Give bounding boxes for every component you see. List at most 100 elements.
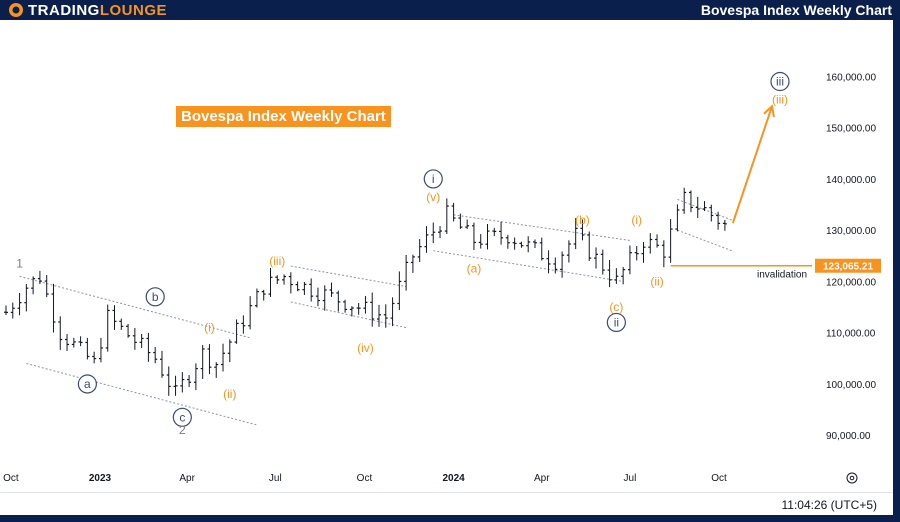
- wave-circle: [77, 374, 97, 394]
- candle: [444, 198, 449, 235]
- candle: [560, 251, 565, 278]
- axis-settings-icon[interactable]: [846, 472, 858, 484]
- header-title: Bovespa Index Weekly Chart: [700, 2, 892, 18]
- y-tick-label: 130,000.00: [826, 226, 876, 237]
- price-chart[interactable]: invalidation 123,065.21 1 b a c2 (i) (ii) (iii)…: [0, 20, 893, 492]
- wave-label: (i): [631, 213, 642, 227]
- settings-icon: [846, 472, 858, 484]
- candle: [709, 204, 714, 222]
- candle: [343, 299, 348, 313]
- wave-label-circle: ii: [606, 312, 626, 333]
- candle: [532, 239, 537, 249]
- candle: [471, 222, 476, 251]
- wave-label: ii: [614, 315, 619, 329]
- candle: [227, 339, 232, 363]
- candle: [512, 237, 517, 250]
- wave-label: (ii): [223, 387, 236, 401]
- candle: [519, 241, 524, 248]
- tradinglounge-logo: TRADINGLOUNGE: [8, 1, 167, 19]
- candle: [248, 296, 253, 330]
- candle: [315, 287, 320, 307]
- y-tick-label: 120,000.00: [826, 277, 876, 288]
- candle: [17, 293, 22, 316]
- candle: [51, 283, 56, 333]
- candle: [126, 323, 131, 338]
- wave-labels: 1 b a c2 (i) (ii) (iii) (iv) i (v) (a) (b) (c)ii (i) (…: [16, 71, 790, 437]
- chart-area[interactable]: invalidation 123,065.21 1 b a c 2 (i) (ii) (iii)…: [0, 20, 893, 492]
- candle: [668, 218, 673, 263]
- candle: [539, 237, 544, 261]
- candle: [682, 187, 687, 214]
- candle: [44, 275, 49, 298]
- candle: [119, 318, 124, 330]
- candle: [397, 271, 402, 311]
- wave-circle: [145, 287, 165, 307]
- wave-label: i: [432, 172, 435, 186]
- candle: [587, 231, 592, 261]
- channel-line: [433, 250, 624, 282]
- wave-label: (a): [467, 262, 482, 276]
- candle: [31, 276, 36, 295]
- candle: [546, 250, 551, 274]
- x-tick-label: Apr: [534, 473, 550, 484]
- wave-label: a: [84, 377, 91, 391]
- candle: [499, 221, 504, 245]
- candle: [37, 270, 42, 285]
- wave-label: (iii): [269, 254, 285, 268]
- candle: [526, 236, 531, 253]
- candle: [648, 233, 653, 254]
- x-tick-label: Apr: [179, 473, 195, 484]
- channel-lines: [19, 198, 732, 426]
- candle: [159, 350, 164, 378]
- candle: [288, 272, 293, 294]
- wave-label: (iii): [772, 92, 788, 106]
- logo-text-trading: TRADING: [28, 1, 100, 19]
- logo-icon: [9, 3, 23, 17]
- candle: [10, 302, 15, 319]
- candle: [112, 305, 117, 330]
- candle: [424, 226, 429, 253]
- candle: [688, 190, 693, 213]
- candle: [438, 226, 443, 239]
- candle: [594, 247, 599, 269]
- candle: [383, 304, 388, 328]
- wave-label: iii: [776, 75, 784, 89]
- candle: [173, 375, 178, 396]
- projection-line: [731, 105, 773, 224]
- wave-label: (ii): [650, 274, 663, 288]
- wave-label-circle: a: [77, 374, 97, 394]
- y-tick-label: 100,000.00: [826, 380, 876, 391]
- candle: [478, 234, 483, 249]
- candle: [600, 249, 605, 275]
- candle: [695, 196, 700, 219]
- candle: [329, 282, 334, 297]
- candle: [722, 219, 727, 231]
- x-tick-label: Oct: [711, 473, 727, 484]
- channel-line: [290, 265, 407, 288]
- wave-label-circle: b: [145, 287, 165, 307]
- candle: [451, 202, 456, 222]
- projection-arrowhead: [763, 104, 775, 118]
- candle: [200, 344, 205, 379]
- wave-label: (v): [426, 190, 440, 204]
- candle: [322, 285, 327, 311]
- candle: [661, 240, 666, 268]
- candle: [24, 284, 29, 312]
- candle: [621, 266, 626, 285]
- candles: [4, 187, 727, 396]
- wave-circle: [770, 71, 790, 92]
- candle: [573, 218, 578, 250]
- wave-label: (c): [609, 300, 623, 314]
- candle: [241, 315, 246, 334]
- candle: [98, 337, 103, 363]
- candle: [261, 289, 266, 301]
- candle: [431, 222, 436, 244]
- candle: [417, 239, 422, 263]
- candle: [614, 268, 619, 284]
- wave-circle: [423, 169, 443, 189]
- candle: [214, 362, 219, 378]
- candle: [363, 295, 368, 314]
- wave-label: 1: [16, 257, 23, 271]
- candle: [458, 213, 463, 229]
